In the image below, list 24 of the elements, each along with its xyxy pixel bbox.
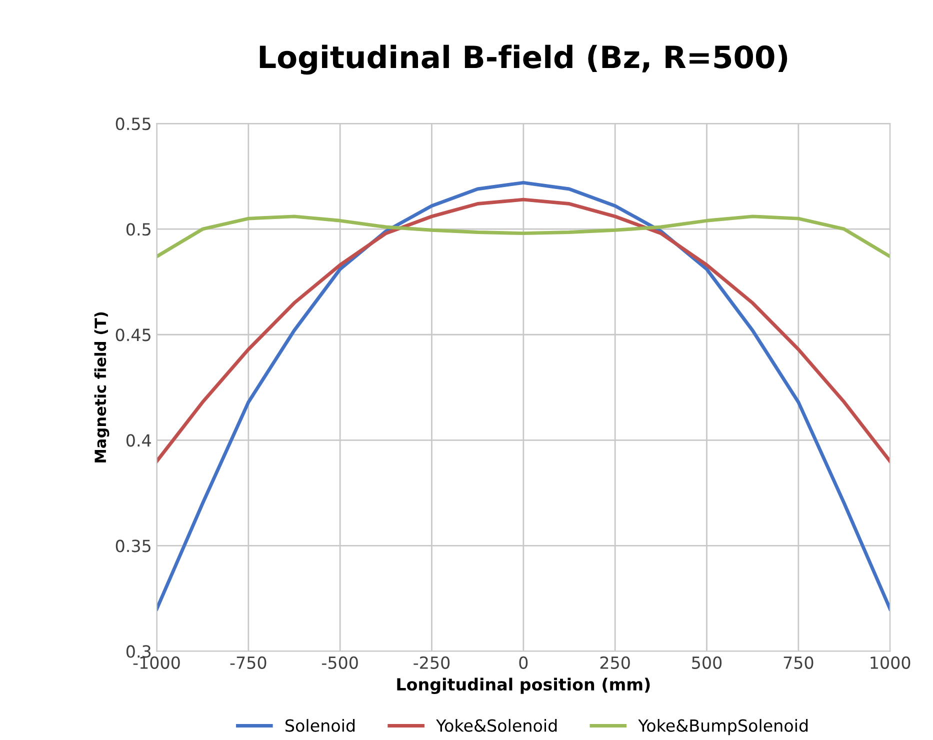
x-tick-label: 1000: [870, 656, 910, 669]
legend-label: Yoke&Solenoid: [436, 718, 557, 732]
legend-label: Yoke&BumpSolenoid: [638, 718, 808, 736]
y-tick-label: 0.45: [116, 328, 150, 342]
y-axis-title: Magnetic field (T): [94, 312, 110, 462]
y-tick-label: 0.3: [126, 645, 151, 658]
line-series: [156, 180, 890, 611]
x-tick-label: -750: [230, 656, 266, 669]
y-tick-label: 0.5: [126, 223, 150, 236]
y-tick-label: 0.4: [126, 434, 151, 447]
x-tick-label: 500: [692, 656, 722, 669]
x-tick-label: 750: [784, 656, 814, 669]
x-tick-label: 0: [519, 656, 528, 669]
x-axis-title: Longitudinal position (mm): [397, 678, 650, 694]
line-series: [156, 214, 890, 258]
x-tick-label: -500: [322, 656, 358, 669]
legend-label: Solenoid: [286, 718, 355, 732]
line-series: [156, 198, 890, 463]
x-tick-label: -1000: [133, 656, 180, 669]
chart-title: Logitudinal B-field (Bz, R=500): [260, 44, 788, 75]
x-tick-label: 250: [600, 656, 630, 669]
x-tick-label: -250: [414, 656, 450, 669]
y-tick-label: 0.35: [116, 540, 150, 552]
y-tick-label: 0.55: [116, 118, 150, 130]
